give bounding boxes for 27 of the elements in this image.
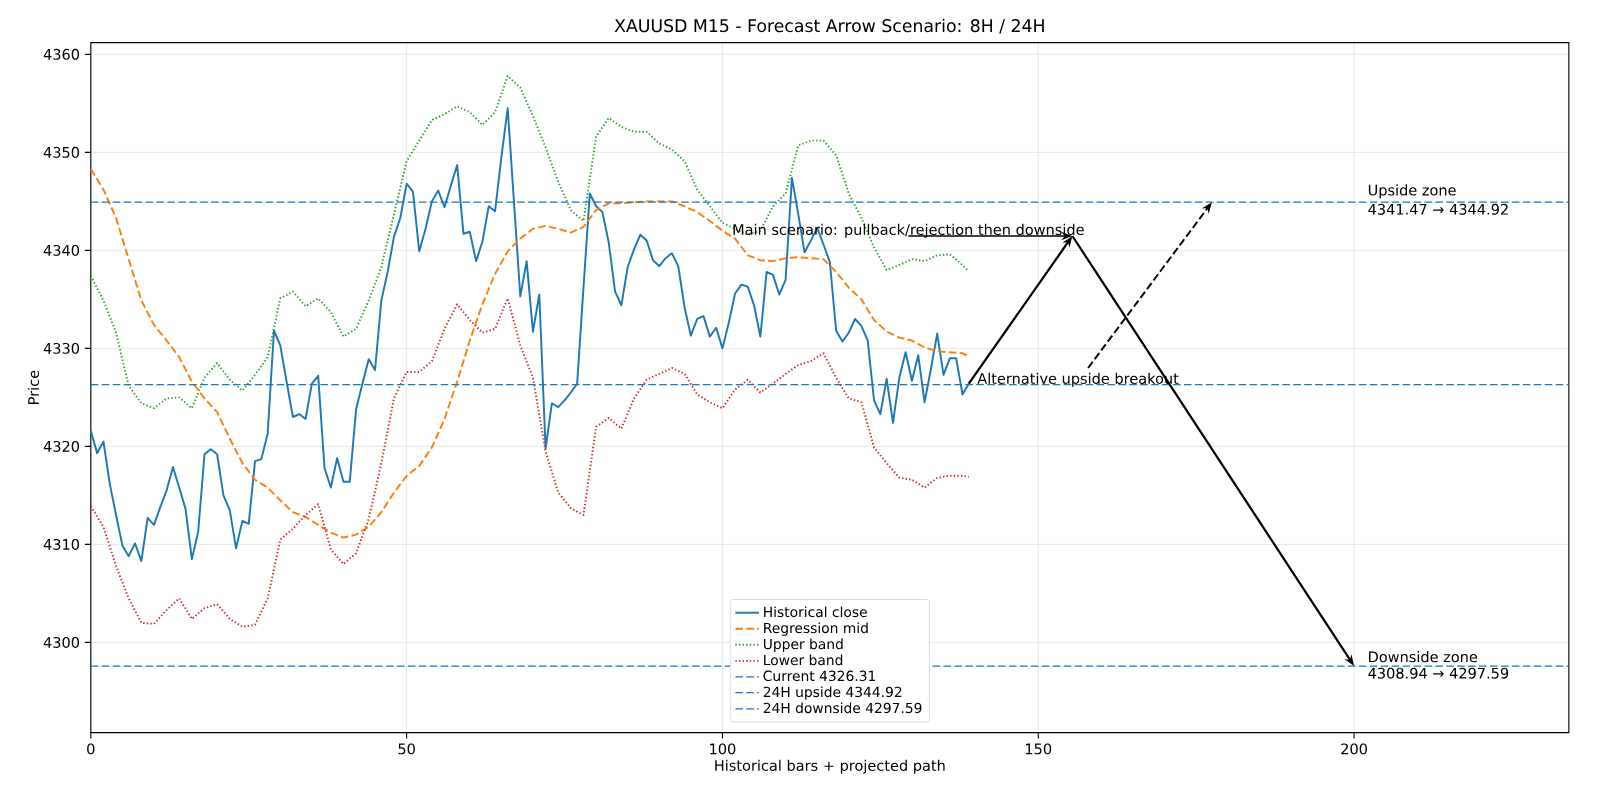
legend-label: Upper band (763, 638, 843, 652)
x-tick-label: 0 (87, 743, 95, 755)
annotation: 4341.47 → 4344.92 (1368, 203, 1508, 215)
x-tick-label: 200 (1341, 743, 1367, 755)
legend-label: 24H downside 4297.59 (763, 702, 922, 714)
y-axis-title: Price (27, 370, 40, 404)
y-tick-label: 4340 (43, 244, 80, 256)
x-tick-label: 150 (1025, 743, 1052, 755)
y-tick-label: 4360 (43, 48, 80, 60)
chart-title: XAUUSD M15 - Forecast Arrow Scenario: 8H / 24H (614, 18, 1044, 34)
y-tick-label: 4320 (43, 440, 80, 452)
legend-label: 24H upside 4344.92 (763, 686, 902, 700)
annotation: 4308.94 → 4297.59 (1368, 667, 1509, 679)
annotation: Downside zone (1369, 651, 1478, 663)
y-tick-label: 4330 (43, 342, 80, 354)
line-series (89, 74, 970, 410)
annotation: Upside zone (1368, 184, 1456, 199)
legend-label: Historical close (764, 606, 867, 618)
legend-label: Regression mid (764, 622, 868, 636)
y-tick-label: 4350 (43, 146, 80, 158)
x-tick-label: 100 (710, 743, 736, 755)
x-tick-label: 50 (398, 743, 415, 755)
y-tick-label: 4300 (43, 636, 80, 648)
x-axis-title: Historical bars + projected path (715, 759, 945, 774)
legend-label: Current 4326.31 (763, 670, 876, 682)
legend-label: Lower band (764, 654, 843, 666)
y-tick-label: 4310 (43, 538, 80, 550)
